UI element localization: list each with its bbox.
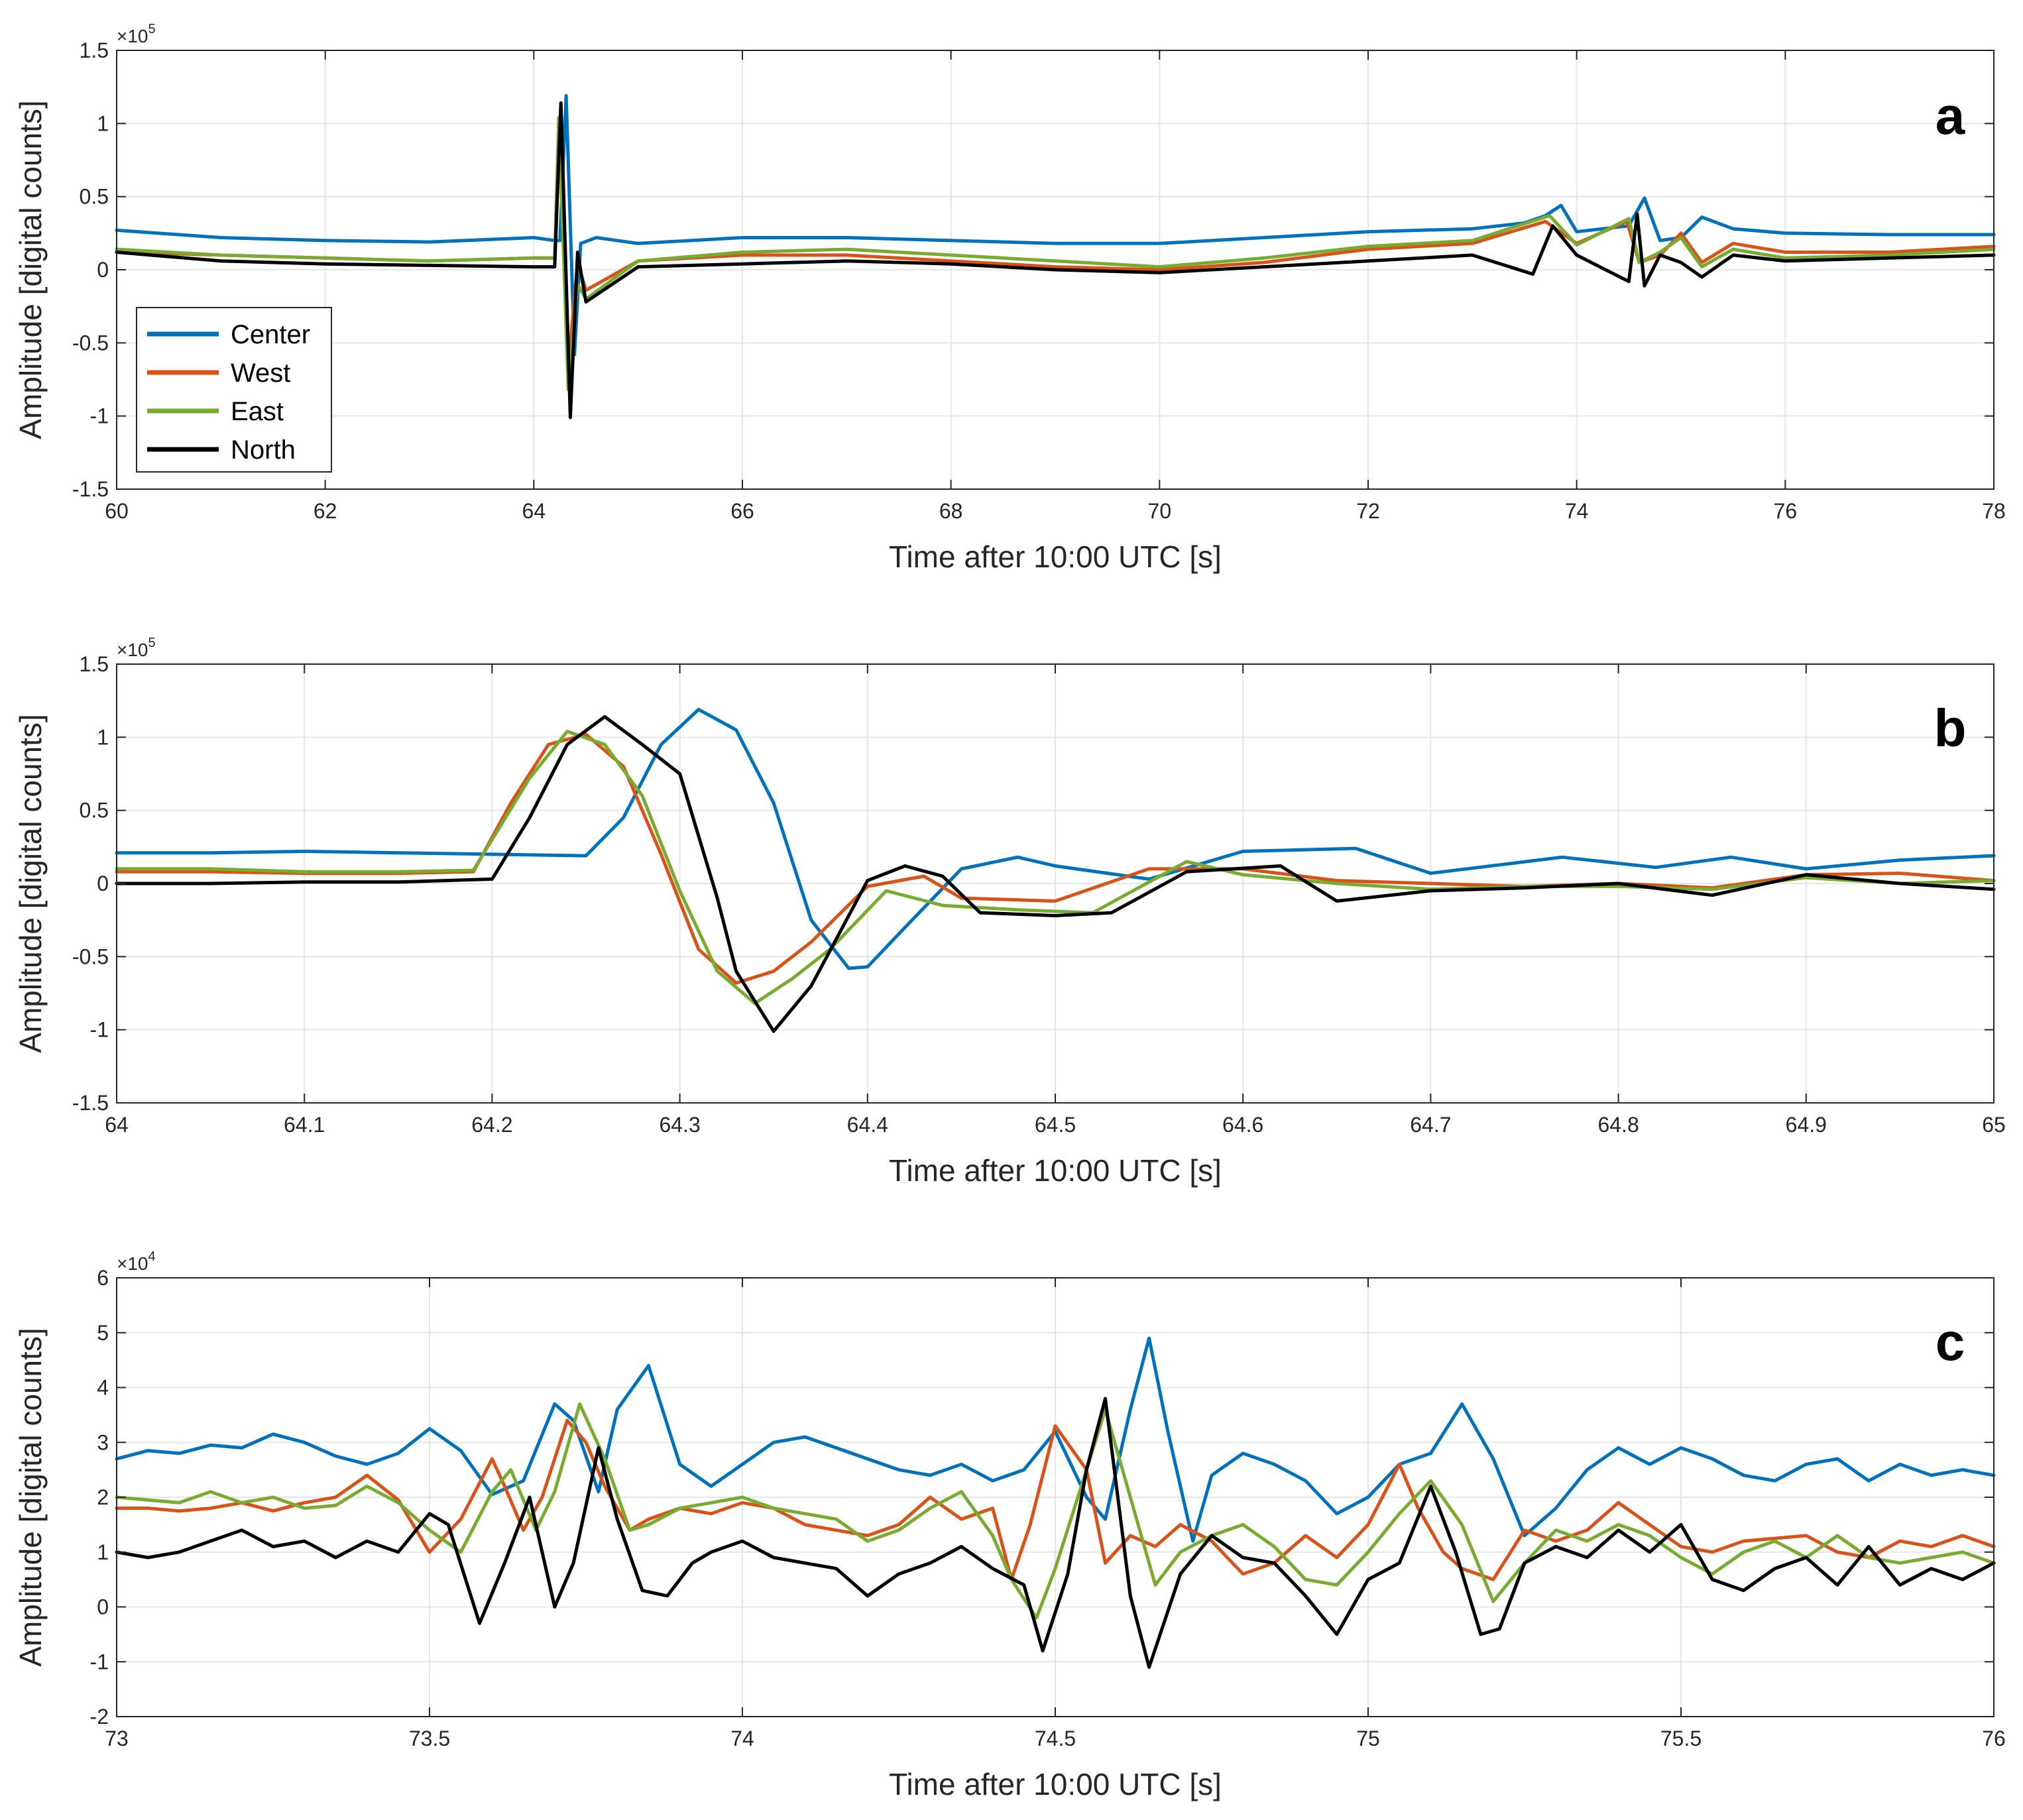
panel-a-series-east xyxy=(115,116,1996,392)
panel-c-x-tick-label: 75.5 xyxy=(1660,1727,1702,1750)
panel-c-y-tick-label: -2 xyxy=(90,1705,109,1729)
panel-b-y-tick-label: -0.5 xyxy=(72,944,109,968)
panel-b-series-north xyxy=(115,714,1996,1033)
panel-a-series xyxy=(115,93,1996,420)
panel-c-series-north xyxy=(115,1396,1996,1669)
panel-b-x-tick-label: 64.5 xyxy=(1035,1113,1076,1137)
legend: Center West East North xyxy=(136,307,332,473)
panel-b-y-tick-label: -1 xyxy=(90,1018,109,1042)
panel-c-y-tick-label: 4 xyxy=(97,1376,109,1400)
panel-c-series-center xyxy=(115,1336,1996,1543)
panel-c-exponent: 4 xyxy=(148,1249,156,1264)
panel-c-ticks: 73 73.5 74 74.5 75 75.5 76 -2 -1 0 1 2 3 4 5 6 xyxy=(90,1266,2006,1750)
panel-c-x-tick-label: 75 xyxy=(1356,1727,1380,1750)
panel-c-y-tick-label: 2 xyxy=(97,1485,109,1509)
panel-b-x-tick-label: 64.2 xyxy=(471,1113,512,1137)
panel-b-x-tick-label: 64.6 xyxy=(1222,1113,1263,1137)
panel-a-x-tick-label: 74 xyxy=(1565,499,1589,523)
panel-a-x-tick-label: 68 xyxy=(939,499,963,523)
panel-b-x-tick-label: 65 xyxy=(1982,1113,2006,1137)
panel-b-y-tick-label: -1.5 xyxy=(72,1091,109,1115)
panel-a-exponent-multiplier: ×105 xyxy=(117,22,156,46)
legend-label-west: West xyxy=(231,359,290,388)
legend-label-east: East xyxy=(231,397,284,426)
panel-c-y-tick-label: 3 xyxy=(97,1430,109,1454)
panel-c-y-axis-label: Amplitude [digital counts] xyxy=(13,1328,48,1666)
panel-a-y-tick-label: 1.5 xyxy=(80,38,109,62)
panel-c-grid xyxy=(116,1277,1994,1717)
panel-c-exponent-multiplier: ×104 xyxy=(117,1249,156,1274)
panel-a-letter: a xyxy=(1936,86,1965,145)
panel-a-x-tick-label: 64 xyxy=(522,499,546,523)
panel-a-y-tick-label: -1 xyxy=(90,404,109,428)
panel-b-y-tick-label: 0.5 xyxy=(80,799,109,823)
panel-c: 73 73.5 74 74.5 75 75.5 76 -2 -1 0 1 2 3 4 5 6 ×104 c T… xyxy=(13,1249,2006,1801)
panel-b-y-tick-label: 1 xyxy=(97,725,109,749)
panel-c-x-tick-label: 76 xyxy=(1982,1727,2006,1750)
panel-c-x-tick-label: 73.5 xyxy=(409,1727,450,1750)
panel-b-x-tick-label: 64.7 xyxy=(1410,1113,1451,1137)
panel-c-y-tick-label: 0 xyxy=(97,1595,109,1619)
panel-c-y-tick-label: 1 xyxy=(97,1540,109,1564)
panel-a-x-tick-label: 76 xyxy=(1774,499,1798,523)
panel-a-x-tick-label: 66 xyxy=(730,499,754,523)
panel-b-x-tick-label: 64.3 xyxy=(659,1113,700,1137)
panel-c-x-axis-label: Time after 10:00 UTC [s] xyxy=(889,1767,1222,1801)
panel-a-x-tick-label: 60 xyxy=(105,499,129,523)
panel-a-y-axis-label: Amplitude [digital counts] xyxy=(13,100,48,439)
panel-c-x-tick-label: 74.5 xyxy=(1035,1727,1076,1750)
panel-b-exponent: 5 xyxy=(148,636,156,650)
panel-c-y-tick-label: -1 xyxy=(90,1650,109,1674)
panel-b-letter: b xyxy=(1934,699,1967,758)
panel-a-ticks: 60 62 64 66 68 70 72 74 76 78 -1.5 -1 -0.5 0 0.5 1 1.5 xyxy=(72,38,2006,523)
legend-label-center: Center xyxy=(231,320,310,349)
panel-a-y-tick-label: -0.5 xyxy=(72,331,109,355)
panel-c-letter: c xyxy=(1936,1312,1965,1371)
legend-label-north: North xyxy=(231,435,296,465)
panel-b-series xyxy=(115,707,1996,1033)
panel-b-series-center xyxy=(115,707,1996,970)
panel-c-y-tick-label: 6 xyxy=(97,1266,109,1290)
panel-b-exponent-multiplier: ×105 xyxy=(117,636,156,660)
panel-c-x-tick-label: 74 xyxy=(730,1727,754,1750)
panel-b-x-tick-label: 64.4 xyxy=(847,1113,888,1137)
panel-a-y-tick-label: -1.5 xyxy=(72,477,109,501)
panel-b-ticks: 64 64.1 64.2 64.3 64.4 64.5 64.6 64.7 64.8 64.9 65… xyxy=(72,652,2006,1137)
panel-c-series-west xyxy=(115,1418,1996,1581)
panel-a-series-north xyxy=(115,101,1996,420)
panel-b-x-tick-label: 64.8 xyxy=(1597,1113,1639,1137)
panel-b-x-axis-label: Time after 10:00 UTC [s] xyxy=(889,1153,1222,1188)
panel-c-x-tick-label: 73 xyxy=(105,1727,129,1750)
panel-a-x-tick-label: 72 xyxy=(1356,499,1380,523)
panel-a: 60 62 64 66 68 70 72 74 76 78 -1.5 -1 -0.5 0 0.5 1 1.5 ×… xyxy=(13,22,2006,574)
panel-a-x-tick-label: 70 xyxy=(1148,499,1172,523)
panel-c-y-tick-label: 5 xyxy=(97,1321,109,1345)
panel-a-x-axis-label: Time after 10:00 UTC [s] xyxy=(889,540,1222,574)
panel-b-y-tick-label: 0 xyxy=(97,872,109,895)
panel-a-y-tick-label: 0.5 xyxy=(80,185,109,209)
panel-a-x-tick-label: 62 xyxy=(314,499,337,523)
panel-b-y-axis-label: Amplitude [digital counts] xyxy=(13,714,48,1052)
panel-a-exponent: 5 xyxy=(148,22,156,36)
panel-c-series xyxy=(115,1336,1996,1669)
panel-a-series-center xyxy=(115,93,1996,357)
panel-a-y-tick-label: 1 xyxy=(97,111,109,135)
panel-b-y-tick-label: 1.5 xyxy=(80,652,109,676)
panel-b-x-tick-label: 64 xyxy=(105,1113,129,1137)
panel-b-x-tick-label: 64.1 xyxy=(284,1113,325,1137)
panel-b-x-tick-label: 64.9 xyxy=(1786,1113,1827,1137)
panel-a-y-tick-label: 0 xyxy=(97,258,109,282)
panel-b: 64 64.1 64.2 64.3 64.4 64.5 64.6 64.7 64.8 64.9 65… xyxy=(13,636,2006,1188)
panel-a-x-tick-label: 78 xyxy=(1982,499,2006,523)
